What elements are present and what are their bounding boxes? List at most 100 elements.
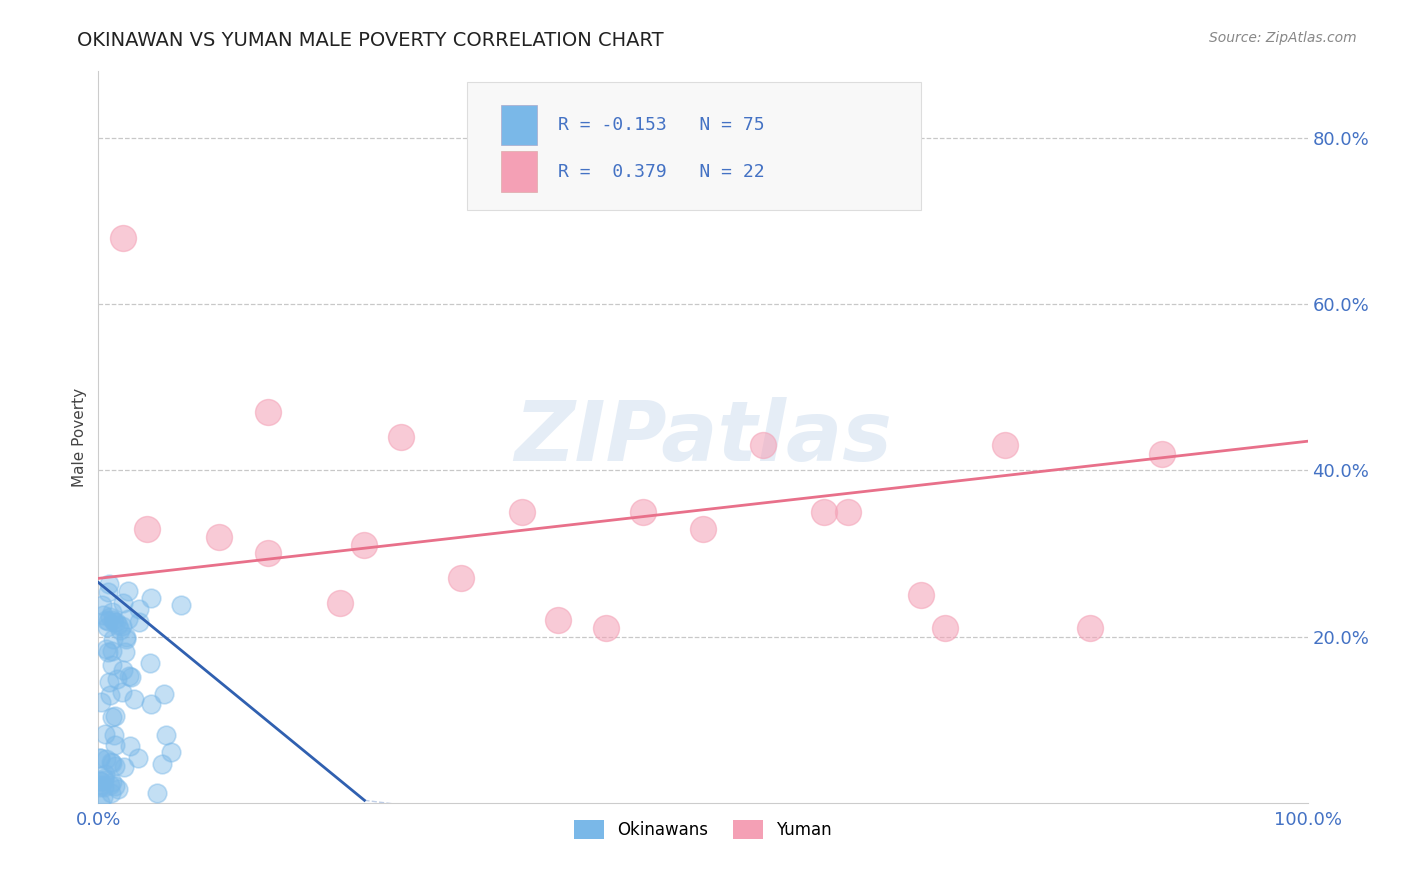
Point [96,620,118,634]
Point [120,671,142,685]
Point [89,780,111,794]
Text: ZIPatlas: ZIPatlas [515,397,891,477]
Point [152,687,174,701]
Point [115,632,138,646]
Point [101,605,124,619]
Text: R = -0.153   N = 75: R = -0.153 N = 75 [558,116,765,134]
Point [450,571,472,585]
Point [353,538,375,552]
Point [94,752,117,766]
Point [93,608,115,623]
Point [94,767,117,781]
Point [160,745,183,759]
Point [389,430,412,444]
Point [96,613,118,627]
Point [96,641,118,656]
Text: R =  0.379   N = 22: R = 0.379 N = 22 [558,162,765,180]
Point [117,612,139,626]
Point [111,684,134,698]
Point [135,521,157,535]
Point [104,709,127,723]
Point [1152,447,1174,461]
Point [752,438,775,452]
Point [994,438,1017,452]
Point [89,773,111,788]
Point [97,674,120,689]
Point [103,728,125,742]
Point [98,778,121,792]
Point [104,759,127,773]
Point [139,591,162,605]
Point [103,738,125,752]
Point [103,779,125,793]
Point [329,596,352,610]
Point [97,576,120,591]
Point [208,530,231,544]
Point [139,656,162,670]
Point [91,790,114,805]
Point [256,546,278,560]
Y-axis label: Male Poverty: Male Poverty [72,387,87,487]
Point [112,663,135,677]
Point [89,751,111,765]
Point [93,772,115,787]
Point [101,756,124,770]
Point [150,756,173,771]
Point [101,613,124,627]
Point [145,786,167,800]
Point [89,774,111,789]
Point [98,610,121,624]
Point [101,775,124,789]
Point [128,602,150,616]
Point [98,688,121,702]
Point [111,230,134,244]
Point [117,584,139,599]
Point [97,584,120,599]
Point [813,505,835,519]
Point [256,405,278,419]
Point [1078,621,1101,635]
Point [94,726,117,740]
Point [101,644,124,658]
Text: OKINAWAN VS YUMAN MALE POVERTY CORRELATION CHART: OKINAWAN VS YUMAN MALE POVERTY CORRELATI… [77,31,664,50]
Point [93,771,115,785]
Point [127,751,149,765]
FancyBboxPatch shape [467,82,921,211]
Point [90,695,112,709]
Point [89,751,111,765]
Point [934,621,956,635]
Point [115,630,138,644]
Point [97,645,120,659]
Point [117,669,139,683]
Point [101,632,124,647]
Point [90,599,112,613]
Point [170,598,193,612]
Point [112,596,135,610]
Text: Source: ZipAtlas.com: Source: ZipAtlas.com [1209,31,1357,45]
Point [114,645,136,659]
Point [112,760,135,774]
Point [595,621,617,635]
Point [103,615,125,630]
Point [107,782,129,797]
Point [122,692,145,706]
Point [631,505,654,519]
Point [107,618,129,632]
Point [155,728,177,742]
Point [100,755,122,769]
Point [910,588,932,602]
Point [547,613,569,627]
Point [93,780,115,795]
Point [692,521,714,535]
Point [100,657,122,672]
Point [89,778,111,792]
Point [111,619,134,633]
FancyBboxPatch shape [501,104,537,145]
Legend: Okinawans, Yuman: Okinawans, Yuman [567,814,839,846]
Point [100,786,122,800]
Point [89,795,111,809]
Point [128,615,150,630]
Point [120,739,142,753]
Point [510,505,533,519]
FancyBboxPatch shape [501,152,537,192]
